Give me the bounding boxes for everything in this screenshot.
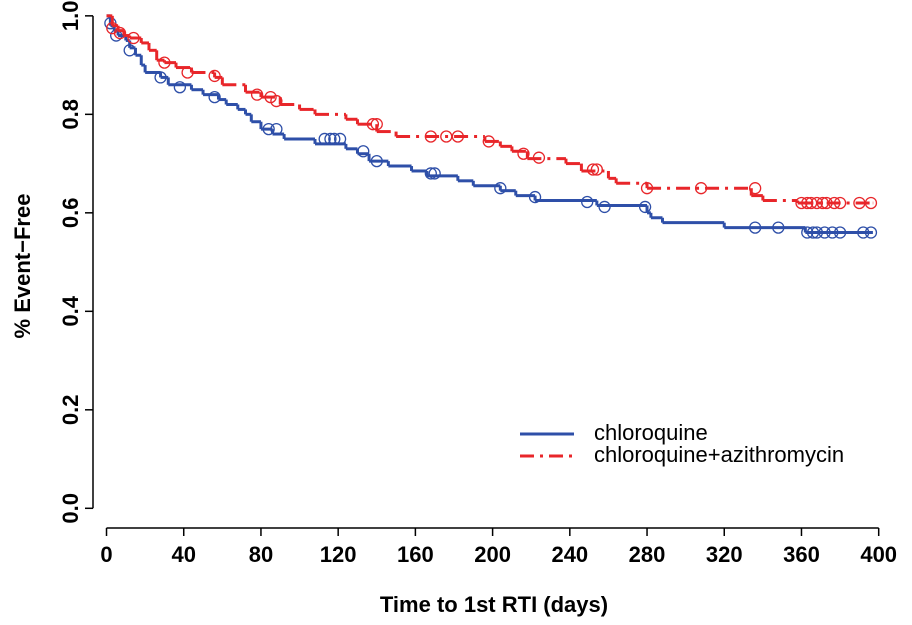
censor-mark	[250, 88, 264, 101]
censor-mark	[748, 221, 762, 234]
censor-mark	[801, 226, 814, 239]
y-tick-label: 0.8	[58, 99, 83, 130]
x-tick-label: 40	[171, 542, 195, 567]
censor-mark	[123, 44, 136, 57]
censor-mark	[772, 221, 785, 234]
censor-mark	[154, 71, 167, 84]
censor-mark	[748, 182, 762, 195]
x-tick-label: 280	[629, 542, 666, 567]
censor-mark	[857, 226, 870, 239]
y-axis-label: % Event−Free	[10, 194, 35, 339]
legend-label: chloroquine	[594, 420, 708, 445]
censor-mark	[810, 226, 824, 239]
x-tick-label: 240	[551, 542, 588, 567]
censor-mark	[270, 122, 283, 136]
censor-mark	[333, 132, 347, 146]
y-tick-label: 1.0	[58, 1, 83, 32]
x-tick-label: 160	[397, 542, 434, 567]
censor-mark	[324, 132, 337, 146]
censor-mark	[801, 196, 814, 210]
censor-mark	[451, 130, 465, 143]
censor-mark	[833, 226, 847, 239]
censor-mark	[820, 196, 833, 210]
censor-mark	[826, 226, 839, 239]
censor-mark	[581, 195, 594, 209]
x-tick-label: 80	[249, 542, 273, 567]
censor-mark	[370, 154, 383, 168]
censor-mark	[270, 94, 283, 108]
censor-mark	[494, 182, 507, 195]
censor-mark	[357, 145, 370, 158]
censor-mark	[428, 167, 441, 180]
censor-mark	[208, 90, 221, 104]
censor-mark	[181, 66, 194, 79]
censor-mark	[640, 182, 654, 195]
censor-mark	[638, 200, 652, 214]
censor-mark	[517, 147, 530, 160]
censor-mark	[694, 182, 708, 195]
censor-mark	[173, 81, 187, 94]
y-tick-label: 0.0	[58, 493, 83, 524]
x-tick-label: 400	[860, 542, 897, 567]
censor-mark	[158, 56, 171, 69]
x-tick-label: 0	[100, 542, 112, 567]
censor-mark	[328, 132, 341, 146]
censor-mark	[318, 132, 331, 146]
censor-mark	[818, 226, 831, 239]
censor-mark	[828, 196, 841, 210]
censor-mark	[586, 163, 600, 176]
x-tick-label: 360	[783, 542, 820, 567]
censor-mark	[208, 69, 221, 83]
censor-mark	[833, 196, 847, 210]
censor-mark	[590, 163, 603, 176]
y-tick-label: 0.4	[58, 295, 83, 326]
censor-mark	[810, 196, 824, 210]
x-axis-label: Time to 1st RTI (days)	[380, 592, 608, 617]
censor-mark	[598, 200, 611, 214]
censor-mark	[864, 226, 878, 239]
censor-mark	[795, 196, 808, 210]
censor-mark	[482, 135, 495, 148]
y-tick-label: 0.2	[58, 395, 83, 426]
x-tick-label: 200	[474, 542, 511, 567]
censor-mark	[127, 31, 140, 45]
censor-mark	[370, 118, 383, 131]
censor-mark	[262, 122, 275, 136]
censor-mark	[113, 26, 127, 40]
censor-mark	[366, 118, 380, 131]
legend-label: chloroquine+azithromycin	[594, 442, 844, 467]
x-tick-label: 120	[320, 542, 357, 567]
x-tick-label: 320	[706, 542, 743, 567]
censor-mark	[864, 196, 878, 210]
censor-mark	[528, 190, 542, 204]
censor-mark	[532, 151, 546, 164]
censor-mark	[424, 130, 437, 143]
y-tick-label: 0.6	[58, 198, 83, 229]
censor-mark	[424, 167, 437, 180]
